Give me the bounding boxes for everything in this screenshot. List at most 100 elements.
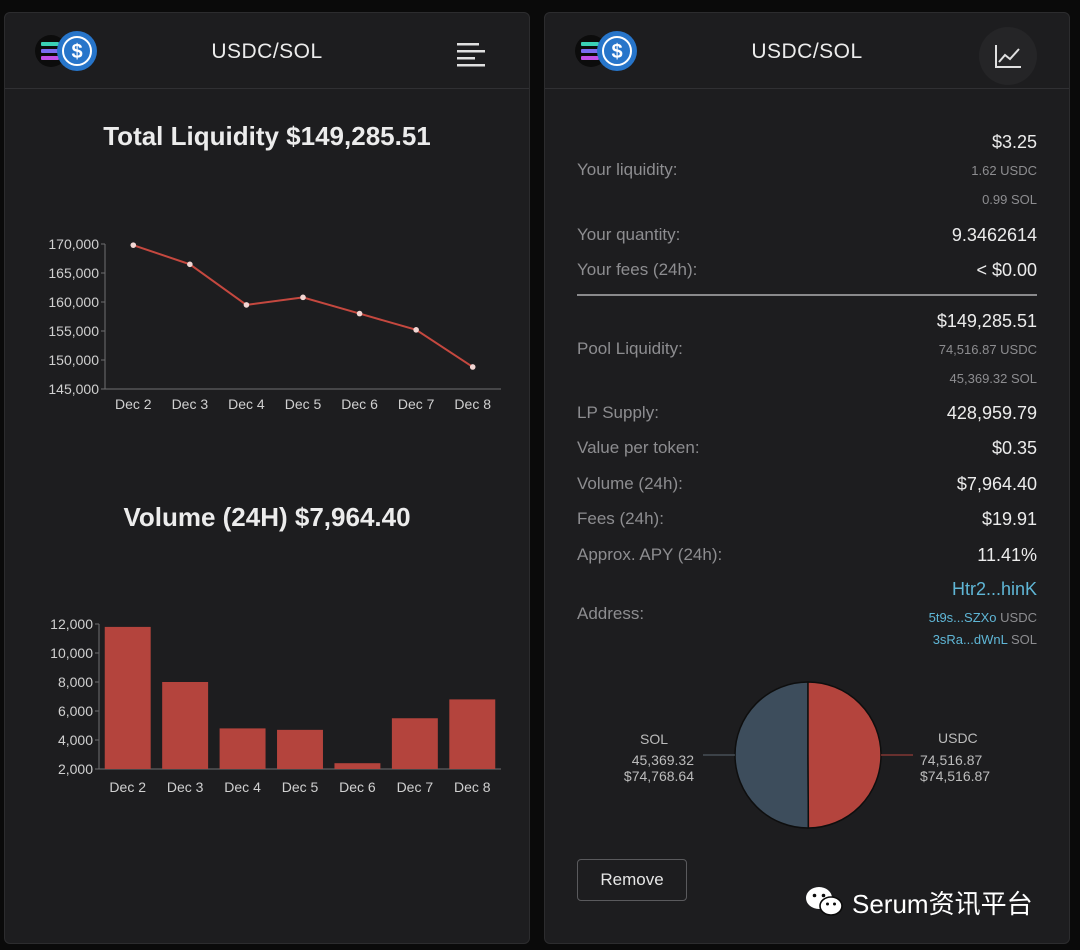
pool-liquidity-sol: 45,369.32 SOL <box>949 371 1037 386</box>
your-quantity-value: 9.3462614 <box>951 225 1037 245</box>
y-tick-label: 160,000 <box>48 294 99 310</box>
pool-composition-pie-chart: SOL 45,369.32$74,768.64 USDC 74,516.87$74,5… <box>624 681 990 829</box>
usdc-usd-label: $74,516.87 <box>920 768 990 784</box>
sol-amount-label: 45,369.32 <box>632 752 694 768</box>
y-tick-label: 150,000 <box>48 352 99 368</box>
x-tick-label: Dec 6 <box>339 779 376 795</box>
liquidity-point <box>413 327 419 333</box>
usdc-logo-icon: $ <box>573 29 639 73</box>
x-tick-label: Dec 8 <box>454 396 491 412</box>
volume-bar <box>391 718 438 769</box>
fees-value: $19.91 <box>981 509 1037 529</box>
liquidity-point <box>187 261 193 268</box>
pool-liquidity-label: Pool Liquidity: <box>577 339 683 358</box>
volume-row: Volume (24h): $7,964.40 <box>577 474 1037 498</box>
line-chart-icon <box>995 45 1021 68</box>
sol-address-suffix: SOL <box>1010 632 1037 647</box>
watermark-text: Serum资讯平台 <box>852 888 1033 919</box>
x-tick-label: Dec 5 <box>282 779 319 795</box>
y-tick-label: 4,000 <box>58 732 93 748</box>
x-tick-label: Dec 7 <box>398 396 435 412</box>
y-tick-label: 8,000 <box>58 674 93 690</box>
your-quantity-label: Your quantity: <box>577 225 681 244</box>
liquidity-point <box>130 242 137 248</box>
apy-row: Approx. APY (24h): 11.41% <box>577 545 1037 569</box>
x-tick-label: Dec 2 <box>115 396 152 412</box>
value-per-token-row: Value per token: $0.35 <box>577 438 1037 462</box>
lp-supply-label: LP Supply: <box>577 403 659 422</box>
pool-liquidity-usdc: 74,516.87 USDC <box>938 342 1037 357</box>
chart-toggle-button[interactable] <box>979 27 1037 85</box>
top-bar: $ USDC/SOL <box>5 13 529 89</box>
x-tick-label: Dec 7 <box>397 779 434 795</box>
liquidity-point <box>356 310 363 317</box>
liquidity-point <box>469 364 476 370</box>
y-tick-label: 165,000 <box>48 265 99 281</box>
usdc-address-link[interactable]: 5t9s...SZXo <box>928 610 997 625</box>
volume-bar <box>104 626 151 769</box>
your-fees-value: < $0.00 <box>976 260 1037 280</box>
watermark: Serum资讯平台 <box>804 882 1033 922</box>
svg-text:$: $ <box>611 41 622 63</box>
sol-address: 3sRa...dWnL SOL <box>933 632 1037 647</box>
y-tick-label: 2,000 <box>58 761 93 777</box>
liquidity-series-line <box>132 244 474 368</box>
your-liquidity-label: Your liquidity: <box>577 160 678 179</box>
y-tick-label: 10,000 <box>50 645 93 661</box>
sol-address-link[interactable]: 3sRa...dWnL <box>932 632 1008 647</box>
remove-button[interactable]: Remove <box>577 859 687 901</box>
liquidity-point <box>300 294 306 301</box>
your-liquidity-usdc: 1.62 USDC <box>971 163 1037 178</box>
lp-supply-value: 428,959.79 <box>946 403 1037 423</box>
svg-text:$: $ <box>71 41 82 63</box>
x-tick-label: Dec 4 <box>224 779 261 795</box>
volume-bar <box>277 729 323 769</box>
usdc-label: USDC <box>938 730 978 746</box>
apy-value: 11.41% <box>977 545 1037 565</box>
sol-label: SOL <box>640 731 668 747</box>
your-fees-label: Your fees (24h): <box>577 260 698 279</box>
your-liquidity-row: Your liquidity: $3.25 1.62 USDC 0.99 SOL <box>577 131 1037 211</box>
menu-icon[interactable] <box>455 41 487 69</box>
pie-slice-sol <box>734 681 810 829</box>
x-tick-label: Dec 3 <box>167 779 204 795</box>
lp-supply-row: LP Supply: 428,959.79 <box>577 403 1037 427</box>
pool-liquidity-row: Pool Liquidity: $149,285.51 74,516.87 US… <box>577 310 1037 390</box>
address-label: Address: <box>577 604 645 623</box>
volume-title: Volume (24H) $7,964.40 <box>123 502 411 532</box>
sol-usd-label: $74,768.64 <box>624 768 694 784</box>
volume-bar <box>219 728 266 769</box>
usdc-address: 5t9s...SZXo USDC <box>929 610 1037 625</box>
x-tick-label: Dec 5 <box>285 396 322 412</box>
usdc-amount-label: 74,516.87 <box>920 752 982 768</box>
value-per-token-value: $0.35 <box>991 438 1037 458</box>
divider <box>577 294 1037 296</box>
x-tick-label: Dec 8 <box>454 779 491 795</box>
top-bar: $ USDC/SOL <box>545 13 1069 89</box>
pool-liquidity-value: $149,285.51 <box>936 311 1037 331</box>
pool-address-link[interactable]: Htr2...hinK <box>951 579 1037 599</box>
x-tick-label: Dec 3 <box>172 396 209 412</box>
charts-panel: $ USDC/SOL Total Liquidity $149,285.51 1… <box>4 12 530 944</box>
volume-bar-chart: 12,000 10,000 8,000 6,000 4,000 2,000 Dec 2 Dec… <box>50 616 501 795</box>
your-fees-row: Your fees (24h): < $0.00 <box>577 260 1037 284</box>
fees-row: Fees (24h): $19.91 <box>577 509 1037 533</box>
usdc-address-suffix: USDC <box>1000 610 1037 625</box>
volume-value: $7,964.40 <box>956 474 1037 494</box>
y-tick-label: 170,000 <box>48 236 99 252</box>
volume-bar <box>449 699 496 769</box>
apy-label: Approx. APY (24h): <box>577 545 723 564</box>
x-tick-label: Dec 6 <box>341 396 378 412</box>
y-tick-label: 6,000 <box>58 703 93 719</box>
liquidity-title: Total Liquidity $149,285.51 <box>103 121 431 151</box>
volume-bar <box>334 763 381 769</box>
your-quantity-row: Your quantity: 9.3462614 <box>577 225 1037 249</box>
volume-label: Volume (24h): <box>577 474 683 493</box>
your-liquidity-value: $3.25 <box>991 132 1037 152</box>
x-tick-label: Dec 4 <box>228 396 265 412</box>
x-tick-label: Dec 2 <box>109 779 146 795</box>
pair-title: USDC/SOL <box>211 40 323 63</box>
volume-bar <box>162 682 209 769</box>
pie-slice-usdc <box>807 681 882 829</box>
y-tick-label: 155,000 <box>48 323 99 339</box>
